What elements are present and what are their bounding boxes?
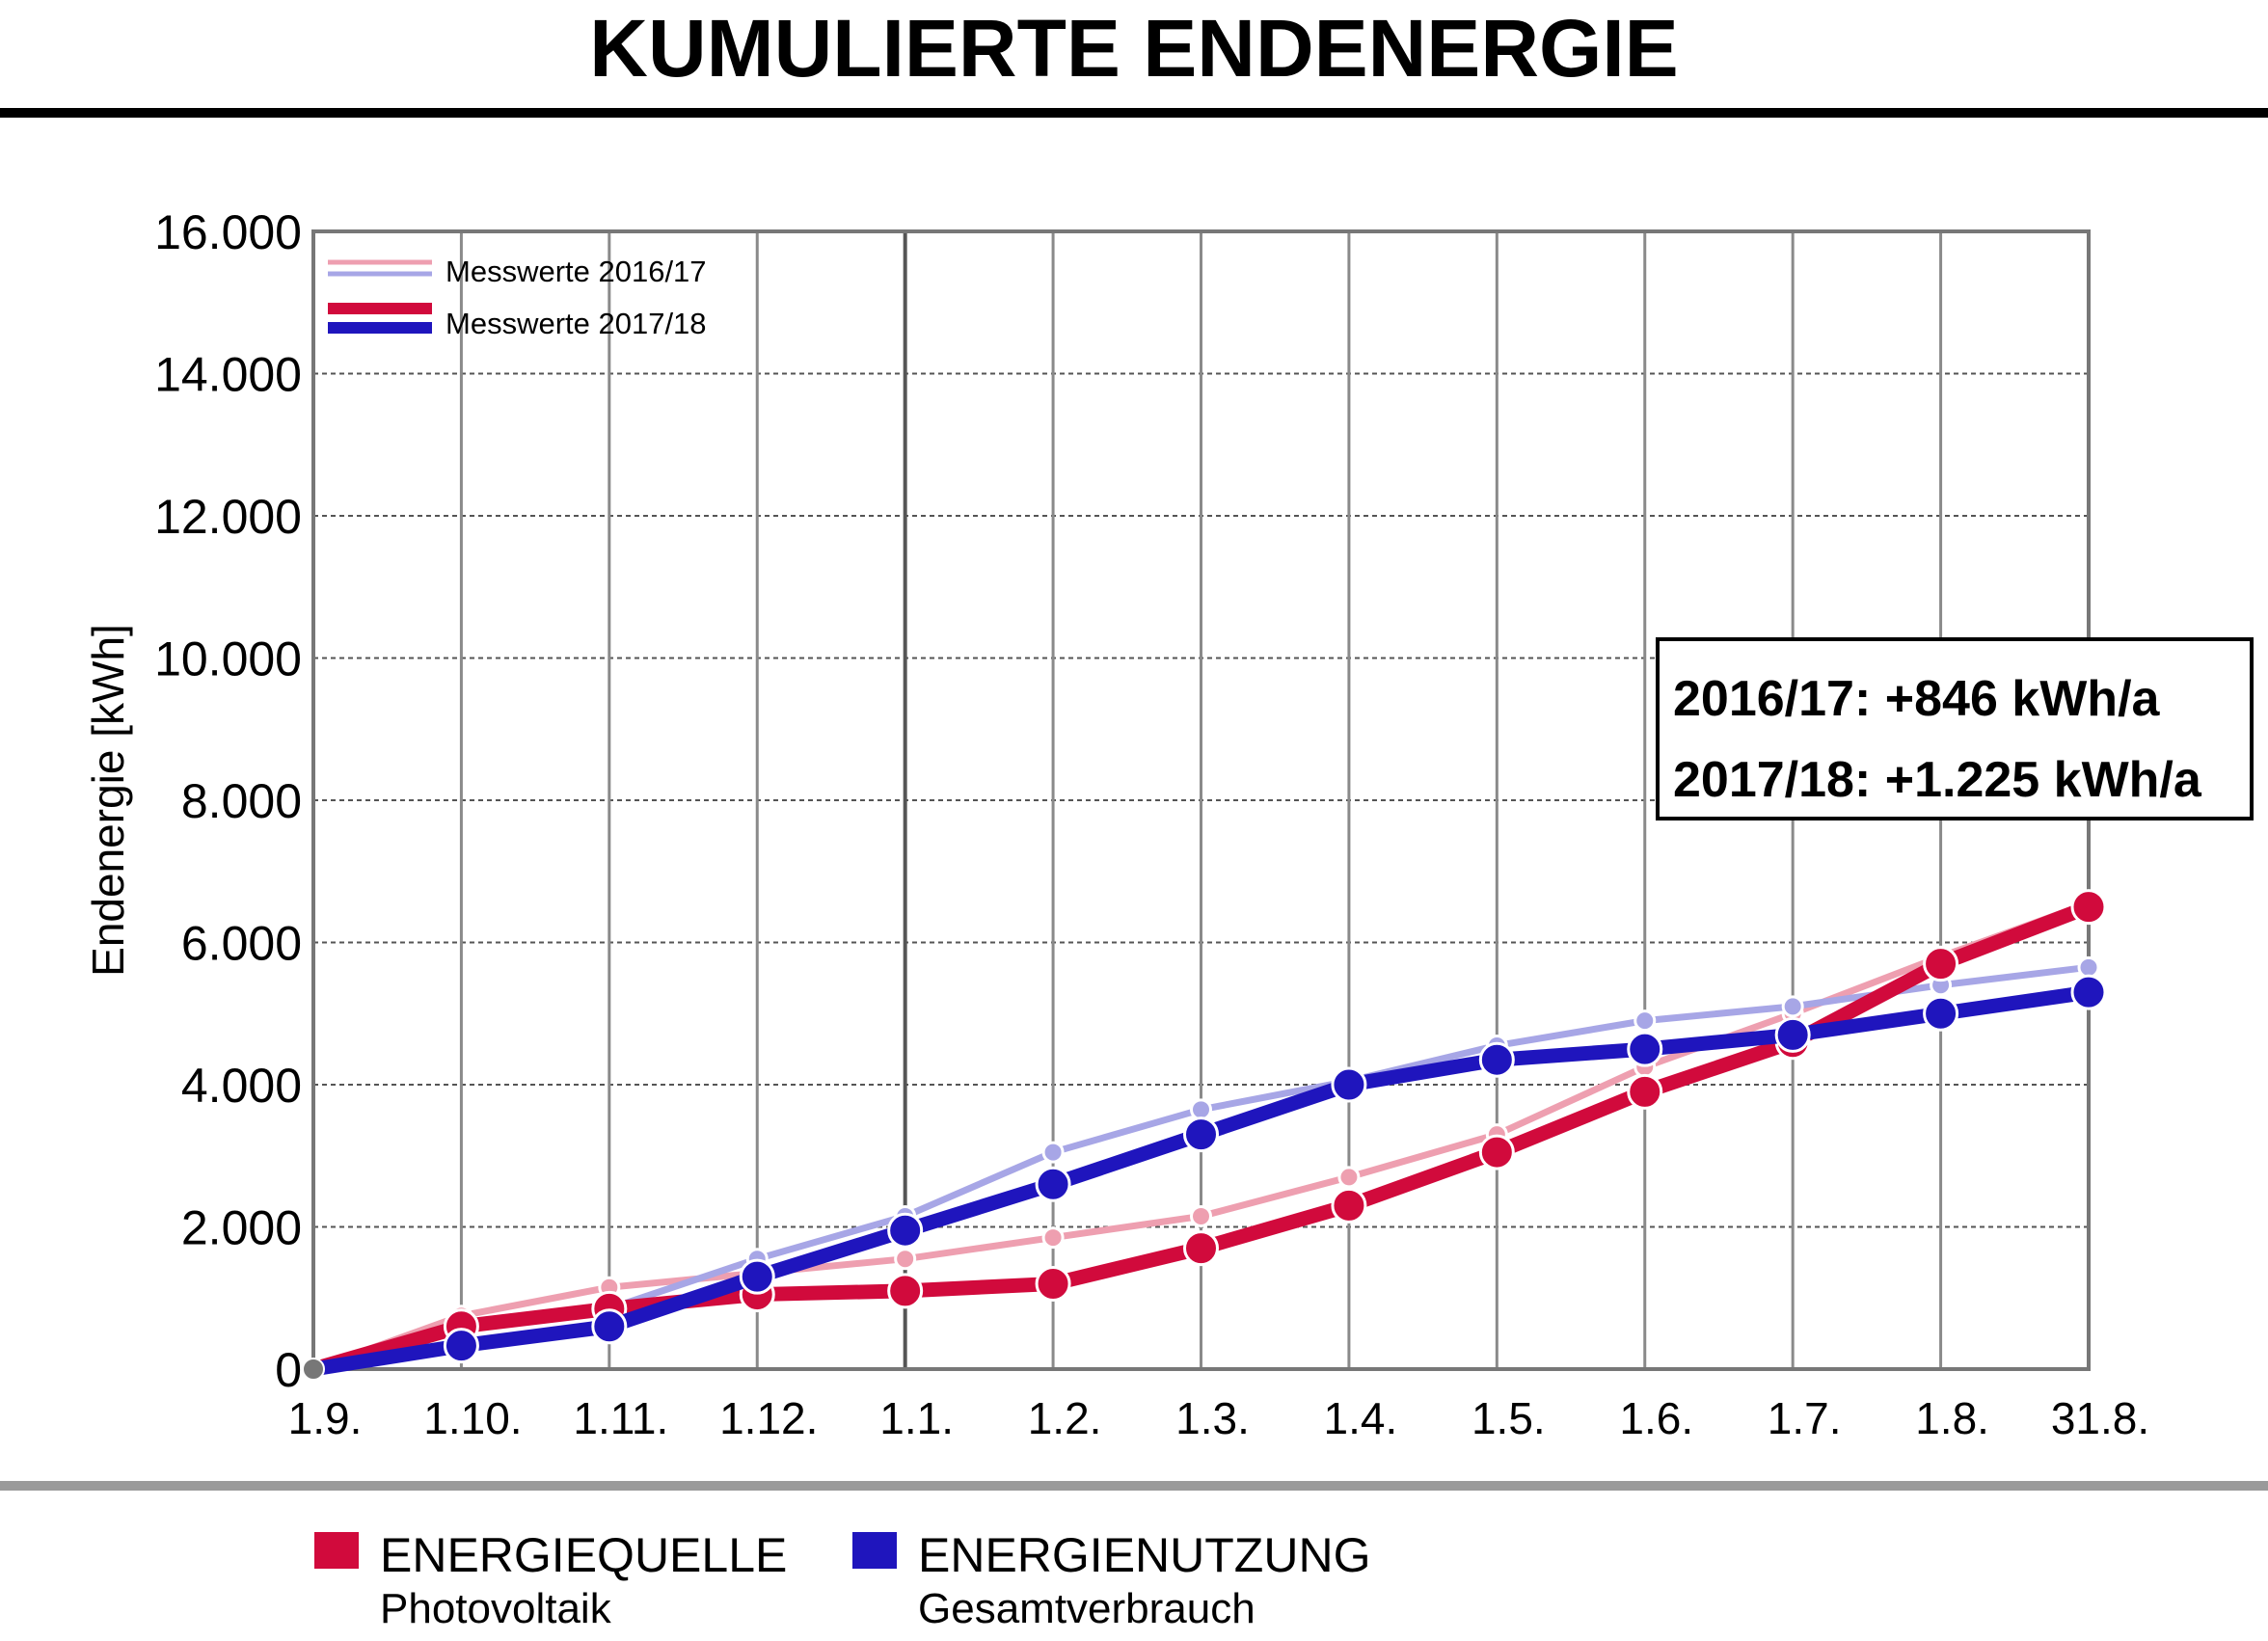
data-point xyxy=(1923,995,1959,1032)
legend-sublabel-gesamtverbrauch: Gesamtverbrauch xyxy=(918,1585,1256,1632)
data-point xyxy=(1331,1066,1367,1103)
data-point xyxy=(739,1258,775,1295)
legend-label-energienutzung: ENERGIENUTZUNG xyxy=(918,1528,1371,1582)
y-tick-label: 6.000 xyxy=(181,917,302,971)
data-point xyxy=(1041,1141,1065,1164)
title-rule xyxy=(0,108,2268,118)
x-tick-label: 1.6. xyxy=(1619,1393,1693,1443)
legend-label-energiequelle: ENERGIEQUELLE xyxy=(380,1528,788,1582)
inner-legend-label: Messwerte 2016/17 xyxy=(446,255,707,288)
legend-swatch-red xyxy=(314,1532,359,1569)
y-tick-label: 10.000 xyxy=(154,632,302,686)
data-point xyxy=(1035,1266,1071,1302)
y-tick-label: 4.000 xyxy=(181,1059,302,1113)
x-tick-label: 31.8. xyxy=(2051,1393,2149,1443)
inner-legend-entry-1: Messwerte 2017/18 xyxy=(328,303,707,340)
x-tick-label: 1.3. xyxy=(1175,1393,1250,1443)
annotation-2017-18: 2017/18: +1.225 kWh/a xyxy=(1673,752,2201,808)
y-tick-label: 12.000 xyxy=(154,490,302,544)
legend-sublabel-photovoltaik: Photovoltaik xyxy=(380,1585,611,1632)
data-point xyxy=(1627,1073,1663,1110)
y-tick-label: 16.000 xyxy=(154,205,302,259)
data-point xyxy=(1183,1230,1219,1267)
origin-point xyxy=(302,1358,325,1381)
y-tick-label: 2.000 xyxy=(181,1201,302,1255)
y-tick-label: 14.000 xyxy=(154,348,302,402)
y-tick-label: 0 xyxy=(275,1343,302,1397)
data-point xyxy=(1478,1041,1515,1078)
x-tick-label: 1.2. xyxy=(1028,1393,1102,1443)
data-point xyxy=(1041,1226,1065,1250)
x-tick-label: 1.1. xyxy=(879,1393,954,1443)
legend-swatch-blue xyxy=(852,1532,897,1569)
data-point xyxy=(1627,1031,1663,1067)
data-point xyxy=(1337,1166,1361,1189)
inner-legend-label: Messwerte 2017/18 xyxy=(446,307,707,340)
data-point xyxy=(894,1248,917,1271)
data-point xyxy=(1331,1187,1367,1224)
data-point xyxy=(1190,1098,1212,1121)
x-tick-label: 1.5. xyxy=(1472,1393,1546,1443)
x-tick-label: 1.12. xyxy=(719,1393,818,1443)
data-point xyxy=(443,1328,479,1364)
data-point xyxy=(887,1212,924,1249)
annotation-box: 2016/17: +846 kWh/a 2017/18: +1.225 kWh/… xyxy=(1656,637,2254,820)
data-point xyxy=(1923,946,1959,982)
x-tick-label: 1.10. xyxy=(423,1393,522,1443)
data-point xyxy=(1774,1016,1811,1053)
data-point xyxy=(2077,955,2100,979)
data-point xyxy=(1183,1116,1219,1153)
x-tick-label: 1.4. xyxy=(1324,1393,1398,1443)
data-point xyxy=(1781,995,1804,1018)
chart-title: KUMULIERTE ENDENERGIE xyxy=(589,3,1679,94)
y-axis-label: Endenergie [kWh] xyxy=(83,624,133,977)
inner-legend-entry-0: Messwerte 2016/17 xyxy=(328,255,707,288)
series-3 xyxy=(306,974,2107,1377)
data-point xyxy=(591,1308,628,1345)
x-tick-label: 1.7. xyxy=(1768,1393,1842,1443)
data-point xyxy=(1035,1166,1071,1202)
data-point xyxy=(1478,1134,1515,1170)
x-tick-label: 1.8. xyxy=(1915,1393,1989,1443)
annotation-2016-17: 2016/17: +846 kWh/a xyxy=(1673,671,2160,727)
data-point xyxy=(1634,1009,1657,1033)
data-point xyxy=(2070,974,2107,1010)
x-tick-label: 1.11. xyxy=(573,1393,668,1443)
data-point xyxy=(887,1273,924,1309)
data-point xyxy=(1190,1204,1212,1227)
bottom-rule xyxy=(0,1481,2268,1491)
x-tick-label: 1.9. xyxy=(288,1393,363,1443)
line-chart: 0 2.000 4.000 6.000 8.000 10.000 12.000 14.000 1… xyxy=(83,205,2149,1443)
y-tick-label: 8.000 xyxy=(181,774,302,828)
data-point xyxy=(2070,889,2107,926)
